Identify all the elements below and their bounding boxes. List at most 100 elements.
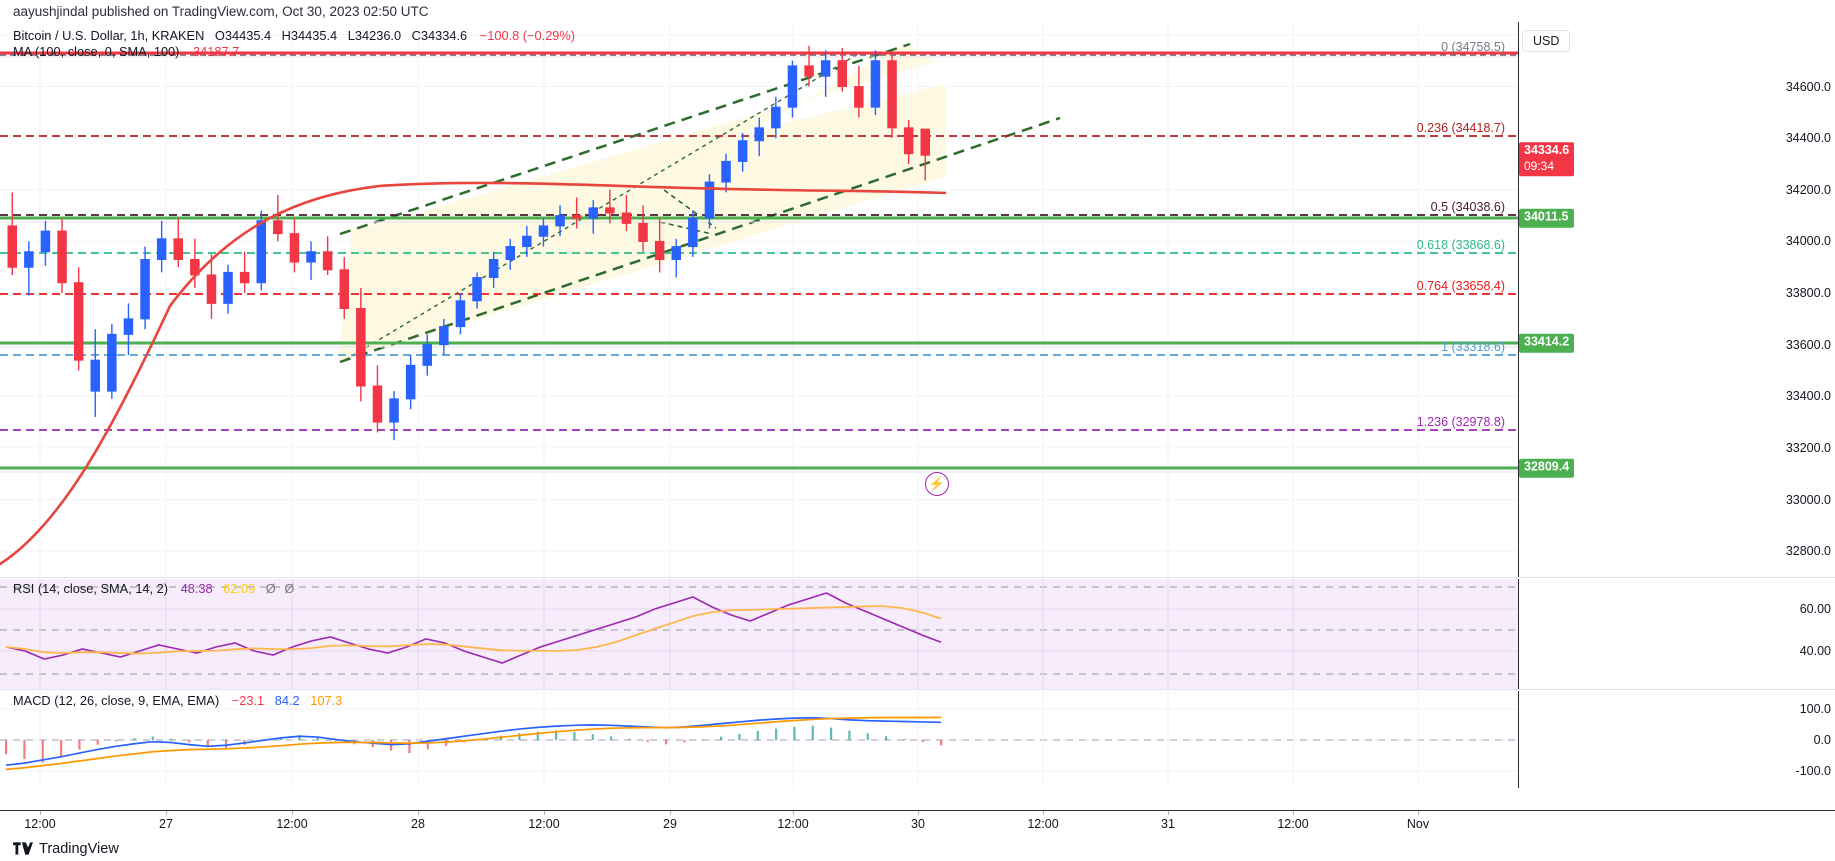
- price-axis-line: [1518, 22, 1549, 577]
- rsi-plot-area[interactable]: [0, 579, 1518, 689]
- rsi-axis[interactable]: 60.00 40.00: [1518, 579, 1835, 689]
- symbol-legend[interactable]: Bitcoin / U.S. Dollar, 1h, KRAKEN O34435…: [13, 28, 575, 43]
- fib-level-label: 1 (33318.6): [1441, 340, 1505, 354]
- fib-level-label: 0.5 (34038.6): [1430, 200, 1505, 214]
- price-tick: 34000.0: [1785, 234, 1831, 249]
- time-tick-mark: [166, 811, 167, 815]
- macd-line-value: 84.2: [274, 693, 300, 708]
- rsi-value: 48.38: [180, 581, 213, 596]
- ohlc-open: O34435.4: [214, 28, 272, 43]
- price-svg: [0, 22, 1518, 577]
- tv-mark: [13, 842, 33, 855]
- time-label: 29: [663, 817, 677, 831]
- time-tick-mark: [1293, 811, 1294, 815]
- macd-plot-area[interactable]: [0, 691, 1518, 788]
- price-tick: 34200.0: [1785, 182, 1831, 197]
- rsi-pane[interactable]: 60.00 40.00 RSI (14, close, SMA, 14, 2) 4…: [0, 579, 1835, 689]
- macd-legend[interactable]: MACD (12, 26, close, 9, EMA, EMA) −23.1 …: [13, 693, 342, 708]
- rsi-svg: [0, 579, 1518, 689]
- rsi-tick: 40.00: [1799, 644, 1831, 658]
- pane-separator-1: [0, 577, 1835, 578]
- fib-level-label: 1.236 (32978.8): [1416, 415, 1505, 429]
- macd-title: MACD (12, 26, close, 9, EMA, EMA): [13, 693, 220, 708]
- time-label: 30: [911, 817, 925, 831]
- macd-svg: [0, 691, 1518, 788]
- rsi-legend[interactable]: RSI (14, close, SMA, 14, 2) 48.38 62.09 …: [13, 581, 294, 596]
- ma-title: MA (100, close, 0, SMA, 100): [13, 44, 180, 59]
- time-tick-mark: [418, 811, 419, 815]
- time-label: 12:00: [1027, 817, 1059, 831]
- fib-level-label: 0.236 (34418.7): [1416, 121, 1505, 135]
- time-tick-mark: [544, 811, 545, 815]
- rsi-ma-value: 62.09: [223, 581, 256, 596]
- price-pane[interactable]: USD 34600.0 34400.0 34200.0 34000.0 33800.0 3…: [0, 22, 1835, 577]
- fib-level-label: 0.618 (33868.6): [1416, 238, 1505, 252]
- rsi-extra-2: Ø: [284, 581, 295, 596]
- publisher-line: aayushjindal published on TradingView.co…: [0, 0, 1835, 22]
- macd-hist-value: −23.1: [231, 693, 265, 708]
- ohlc-high: H34435.4: [281, 28, 338, 43]
- time-tick-mark: [918, 811, 919, 815]
- price-tick: 33000.0: [1785, 492, 1831, 507]
- time-label: 27: [159, 817, 173, 831]
- lightning-icon: ⚡: [928, 476, 946, 491]
- rsi-extra-1: Ø: [265, 581, 276, 596]
- fib-level-label: 0.764 (33658.4): [1416, 279, 1505, 293]
- time-tick-mark: [40, 811, 41, 815]
- time-label: Nov: [1406, 817, 1430, 831]
- price-tag[interactable]: 34334.6 09:34: [1519, 142, 1575, 176]
- ma-value: 34187.7: [193, 44, 240, 59]
- tradingview-wordmark: TradingView: [39, 840, 119, 857]
- time-label: 12:00: [276, 817, 308, 831]
- macd-tick: 0.0: [1813, 733, 1831, 747]
- time-tick-mark: [292, 811, 293, 815]
- macd-tick: -100.0: [1795, 764, 1831, 778]
- price-tick: 32800.0: [1785, 544, 1831, 559]
- time-axis[interactable]: 12:00 27 12:00 28 12:00 29 12:00 30 12:00 31 12:00…: [0, 810, 1835, 837]
- price-tag[interactable]: 33414.2: [1519, 333, 1575, 353]
- rsi-tick: 60.00: [1799, 602, 1831, 616]
- ohlc-close: C34334.6: [411, 28, 468, 43]
- price-tick: 33600.0: [1785, 337, 1831, 352]
- time-tick-mark: [1418, 811, 1419, 815]
- macd-tick: 100.0: [1799, 702, 1831, 716]
- price-tag[interactable]: 32809.4: [1519, 458, 1575, 478]
- price-tick: 34400.0: [1785, 131, 1831, 146]
- price-tick: 33400.0: [1785, 389, 1831, 404]
- rsi-title: RSI (14, close, SMA, 14, 2): [13, 581, 169, 596]
- price-tick: 34600.0: [1785, 79, 1831, 94]
- time-tick-mark: [670, 811, 671, 815]
- time-label: 12:00: [24, 817, 56, 831]
- ohlc-low: L34236.0: [347, 28, 402, 43]
- macd-signal-value: 107.3: [310, 693, 343, 708]
- pane-separator-2: [0, 689, 1835, 690]
- time-tick-mark: [1043, 811, 1044, 815]
- currency-badge[interactable]: USD: [1522, 30, 1571, 52]
- symbol-title: Bitcoin / U.S. Dollar, 1h, KRAKEN: [13, 28, 205, 43]
- macd-axis-line: [1518, 691, 1549, 788]
- ma-legend[interactable]: MA (100, close, 0, SMA, 100) 34187.7: [13, 44, 239, 59]
- ohlc-change: −100.8 (−0.29%): [479, 28, 576, 43]
- macd-pane[interactable]: 100.0 0.0 -100.0 MACD (12, 26, close, 9, E…: [0, 691, 1835, 788]
- time-label: 12:00: [1277, 817, 1309, 831]
- price-tag[interactable]: 34011.5: [1519, 208, 1574, 228]
- time-label: 28: [411, 817, 425, 831]
- price-axis[interactable]: USD 34600.0 34400.0 34200.0 34000.0 33800.0 3…: [1518, 22, 1835, 577]
- time-tick-mark: [793, 811, 794, 815]
- time-label: 12:00: [777, 817, 809, 831]
- price-plot-area[interactable]: [0, 22, 1518, 577]
- footer-bar: TradingView: [0, 836, 1835, 861]
- price-tick: 33800.0: [1785, 286, 1831, 301]
- time-label: 31: [1161, 817, 1175, 831]
- flash-badge-icon[interactable]: ⚡: [925, 472, 949, 496]
- fib-level-label: 0 (34758.5): [1441, 40, 1505, 54]
- tradingview-logo-icon: [13, 842, 33, 855]
- rsi-axis-line: [1518, 579, 1549, 689]
- macd-axis[interactable]: 100.0 0.0 -100.0: [1518, 691, 1835, 788]
- chart-frame: USD 34600.0 34400.0 34200.0 34000.0 33800.0 3…: [0, 22, 1835, 861]
- time-tick-mark: [1168, 811, 1169, 815]
- publisher-text: aayushjindal published on TradingView.co…: [13, 3, 429, 19]
- price-tick: 33200.0: [1785, 440, 1831, 455]
- price-tag-time: 09:34: [1524, 158, 1555, 173]
